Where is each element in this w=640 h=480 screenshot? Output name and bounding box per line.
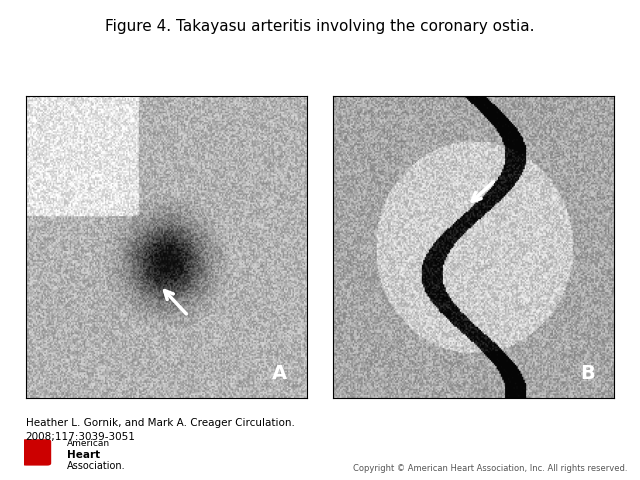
Text: A: A xyxy=(273,364,287,383)
Text: Figure 4. Takayasu arteritis involving the coronary ostia.: Figure 4. Takayasu arteritis involving t… xyxy=(105,19,535,34)
Text: Heart: Heart xyxy=(67,450,100,460)
Text: 2008;117:3039-3051: 2008;117:3039-3051 xyxy=(26,432,136,442)
Text: Copyright © American Heart Association, Inc. All rights reserved.: Copyright © American Heart Association, … xyxy=(353,464,627,473)
Text: Association.: Association. xyxy=(67,461,126,471)
FancyBboxPatch shape xyxy=(22,439,51,466)
Text: Heather L. Gornik, and Mark A. Creager Circulation.: Heather L. Gornik, and Mark A. Creager C… xyxy=(26,418,294,428)
Text: American: American xyxy=(67,439,110,448)
Text: B: B xyxy=(580,364,595,383)
